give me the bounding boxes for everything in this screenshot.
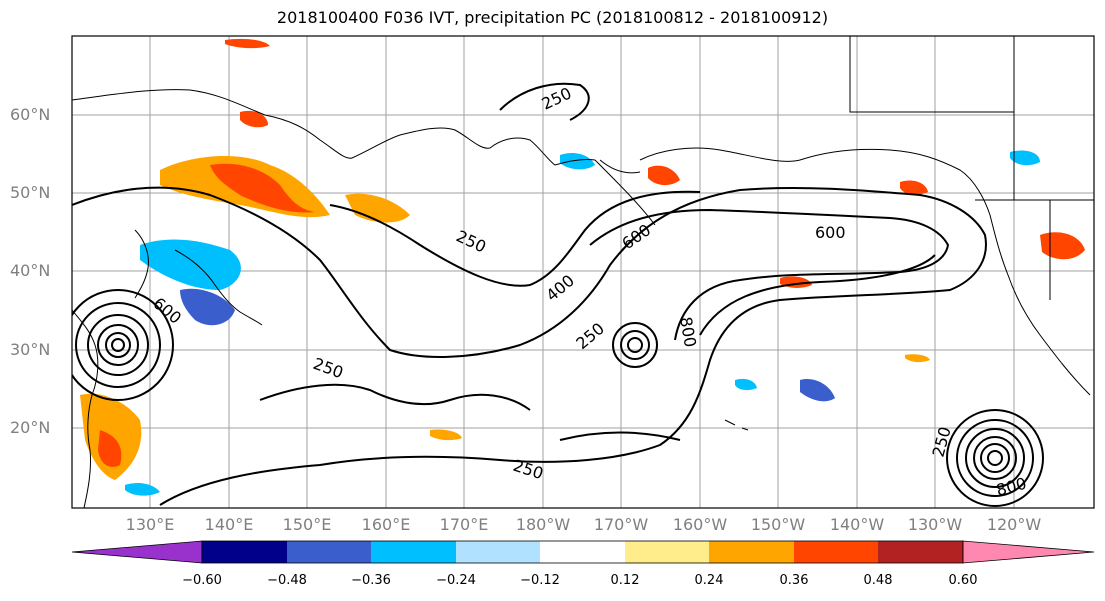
- colorbar-bin-6: [625, 541, 709, 563]
- lon-label-120w: 120°W: [986, 515, 1042, 534]
- precip-patch-nw-top: [225, 38, 270, 49]
- precip-patch-canada-neg: [1010, 150, 1040, 166]
- colorbar-tick-036: 0.36: [779, 573, 809, 588]
- coastline-hawaii: [724, 419, 749, 431]
- ivt-cyclone-central-3: [627, 337, 643, 353]
- lon-label-160e: 160°E: [361, 515, 411, 534]
- ivt-cyclone-east-6: [987, 450, 1003, 466]
- lat-label-40n: 40°N: [10, 261, 51, 280]
- coastline-alaska-bay: [599, 159, 641, 174]
- ivt-cyclone-west-5: [105, 332, 131, 358]
- ivt-cyclone-east-5: [980, 443, 1010, 473]
- ivt-cyclone-west-1: [72, 289, 174, 401]
- coastline-asia: [72, 89, 596, 166]
- ivt-contours: [72, 82, 1044, 507]
- ivt-contour-tropic: [259, 383, 531, 411]
- colorbar-bin-4: [456, 541, 540, 563]
- ivt-cyclone-east-2: [956, 419, 1034, 497]
- colorbar-tick-neg036: −0.36: [351, 573, 391, 588]
- precip-patch-lowlat: [430, 429, 462, 441]
- precip-patch-tropic-neg: [735, 378, 757, 391]
- lon-label-140e: 140°E: [204, 515, 254, 534]
- lon-label-180w: 180°W: [515, 515, 571, 534]
- lat-label-30n: 30°N: [10, 340, 51, 359]
- lon-label-130e: 130°E: [125, 515, 175, 534]
- ivt-cyclone-central-1: [612, 322, 658, 368]
- ivt-cyclone-east-4: [973, 436, 1017, 480]
- colorbar-bin-5: [540, 541, 625, 563]
- ivt-contour-600: [589, 208, 950, 341]
- precip-patch-china-core: [98, 430, 122, 467]
- precip-patch-japan-core: [210, 163, 315, 213]
- lat-label-60n: 60°N: [10, 105, 51, 124]
- ivt-cyclone-west-4: [97, 324, 139, 366]
- precip-patch-westcoast: [1040, 232, 1085, 260]
- ivt-cyclone-west-3: [87, 314, 149, 376]
- colorbar-bin-3: [371, 541, 456, 563]
- ivt-cyclone-central-2: [620, 330, 650, 360]
- colorbar-tick-024: 0.24: [694, 573, 724, 588]
- precip-patch-hawaii-neg: [800, 379, 835, 402]
- lat-label-50n: 50°N: [10, 183, 51, 202]
- ivt-contour-tropic-2: [559, 431, 681, 441]
- contour-label-6: 600: [815, 223, 846, 242]
- colorbar-bin-8: [794, 541, 878, 563]
- ivt-contour-800: [699, 254, 936, 336]
- coastline-north-america: [639, 147, 1091, 396]
- colorbar-tick-060: 0.60: [948, 573, 978, 588]
- colorbar-tick-neg012: −0.12: [520, 573, 560, 588]
- colorbar-tick-neg060: −0.60: [182, 573, 222, 588]
- colorbar: [71, 540, 1095, 564]
- colorbar-extend-left: [71, 540, 203, 564]
- colorbar-bin-9: [878, 541, 963, 563]
- ivt-cyclone-east-3: [965, 428, 1025, 488]
- colorbar-bin-7: [709, 541, 794, 563]
- lat-label-20n: 20°N: [10, 418, 51, 437]
- colorbar-tick-neg048: −0.48: [267, 573, 307, 588]
- ivt-contour-400: [329, 190, 701, 287]
- ivt-cyclone-east-1: [946, 409, 1044, 507]
- precip-patch-aleutian: [345, 193, 410, 223]
- ivt-contour-250-main: [72, 186, 987, 506]
- precip-patch-gulf: [648, 165, 680, 186]
- ivt-cyclone-west-2: [75, 302, 161, 388]
- precip-patch-sea-neg: [125, 482, 160, 496]
- map-title: 2018100400 F036 IVT, precipitation PC (2…: [276, 8, 829, 27]
- precip-patch-canada-pos: [900, 180, 928, 195]
- lon-label-160w: 160°W: [672, 515, 728, 534]
- lon-label-170e: 170°E: [439, 515, 489, 534]
- colorbar-tick-neg024: −0.24: [436, 573, 476, 588]
- precip-patch-bering-neg: [560, 153, 595, 170]
- precip-patch-korea-neg: [140, 239, 241, 290]
- coastline-aleutians: [594, 159, 656, 226]
- ivt-contour-north: [499, 82, 590, 121]
- lon-label-130w: 130°W: [907, 515, 963, 534]
- colorbar-extend-right: [962, 540, 1095, 564]
- precip-patch-korea-neg-core: [180, 288, 235, 326]
- colorbar-tick-012: 0.12: [610, 573, 640, 588]
- lon-label-140w: 140°W: [829, 515, 885, 534]
- lon-label-170w: 170°W: [593, 515, 649, 534]
- precip-patch-hawaii-pos: [905, 354, 930, 363]
- precip-patch-okhotsk: [240, 110, 268, 128]
- colorbar-bin-2: [287, 541, 371, 563]
- lon-label-150e: 150°E: [282, 515, 332, 534]
- coastline-japan: [174, 249, 263, 326]
- colorbar-tick-048: 0.48: [863, 573, 893, 588]
- ivt-cyclone-west-6: [111, 338, 125, 352]
- border-alaska: [849, 36, 1015, 113]
- colorbar-bin-1: [202, 541, 287, 563]
- precip-patches: [80, 38, 1085, 496]
- coastline-korea: [134, 229, 149, 299]
- lon-label-150w: 150°W: [750, 515, 806, 534]
